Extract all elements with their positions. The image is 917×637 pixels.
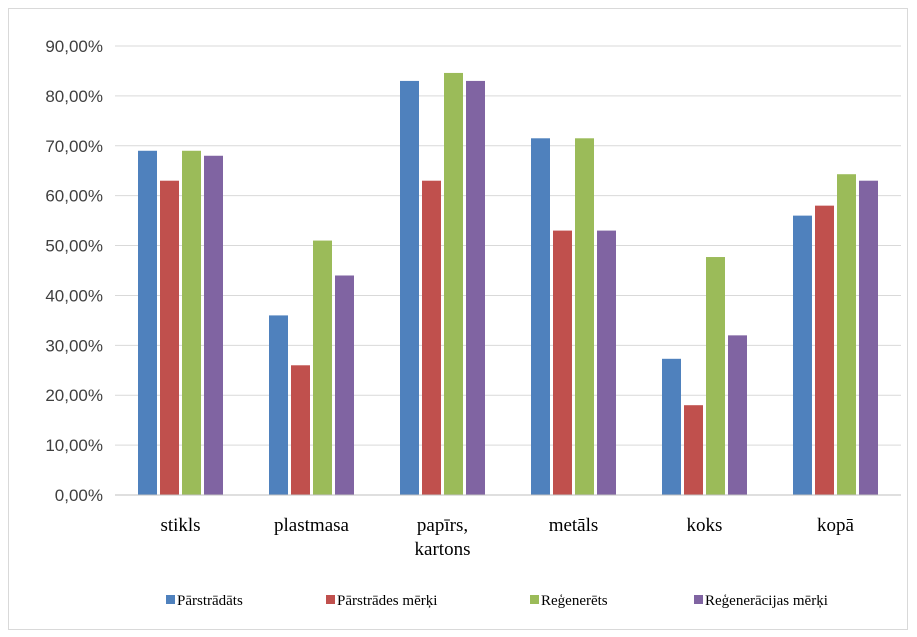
chart-frame: 0,00% 10,00% 20,00% 30,00% 40,00% 50,00% 60,00… <box>8 8 908 630</box>
bar <box>793 215 812 495</box>
bar <box>728 335 747 495</box>
bar <box>422 180 441 495</box>
y-tick-label: 0,00% <box>55 486 103 505</box>
bar <box>684 405 703 495</box>
y-tick-label: 60,00% <box>45 187 103 206</box>
bar <box>575 138 594 496</box>
y-tick-label: 90,00% <box>45 37 103 56</box>
bar <box>859 180 878 495</box>
legend-item: Pārstrādāts <box>166 593 243 609</box>
bar <box>269 315 288 495</box>
x-tick-label: stikls <box>160 515 200 536</box>
legend-item: Reģenerācijas mērķi <box>694 593 828 609</box>
bar <box>815 205 834 495</box>
bar <box>662 358 681 495</box>
y-tick-label: 80,00% <box>45 87 103 106</box>
legend-swatch <box>166 595 175 604</box>
legend-swatch <box>326 595 335 604</box>
bar <box>313 240 332 495</box>
bars <box>138 72 878 496</box>
bar <box>706 257 725 495</box>
bar <box>138 150 157 495</box>
bar <box>160 180 179 495</box>
legend-item: Reģenerēts <box>530 593 608 609</box>
bar-chart: 0,00% 10,00% 20,00% 30,00% 40,00% 50,00% 60,00… <box>45 37 901 609</box>
bar <box>291 365 310 495</box>
legend: Pārstrādāts Pārstrādes mērķi Reģenerēts Reģ… <box>166 593 828 609</box>
x-axis-ticks: stikls plastmasa papīrs, kartons metāls koks k… <box>160 515 854 560</box>
bar <box>553 230 572 496</box>
bar <box>466 80 485 495</box>
x-tick-label: papīrs, kartons <box>415 515 471 560</box>
bar <box>444 72 463 495</box>
x-tick-label: metāls <box>549 515 599 536</box>
bar <box>531 138 550 496</box>
legend-swatch <box>694 595 703 604</box>
legend-label: Reģenerācijas mērķi <box>705 593 828 609</box>
x-tick-label: kopā <box>817 515 855 536</box>
legend-item: Pārstrādes mērķi <box>326 593 437 609</box>
x-tick-label: koks <box>687 515 723 536</box>
y-tick-label: 20,00% <box>45 386 103 405</box>
bar <box>182 150 201 495</box>
y-tick-label: 30,00% <box>45 336 103 355</box>
legend-label: Pārstrādes mērķi <box>337 593 437 609</box>
legend-label: Pārstrādāts <box>177 593 243 609</box>
bar <box>597 230 616 496</box>
bar <box>400 80 419 495</box>
legend-label: Reģenerēts <box>541 593 608 609</box>
y-tick-label: 10,00% <box>45 436 103 455</box>
y-tick-label: 50,00% <box>45 237 103 256</box>
x-tick-label: plastmasa <box>274 515 349 536</box>
bar <box>335 275 354 495</box>
gridlines <box>115 45 901 446</box>
y-axis-ticks: 0,00% 10,00% 20,00% 30,00% 40,00% 50,00% 60,00… <box>45 37 103 505</box>
bar <box>837 174 856 495</box>
y-tick-label: 40,00% <box>45 286 103 305</box>
legend-swatch <box>530 595 539 604</box>
bar <box>204 155 223 495</box>
y-tick-label: 70,00% <box>45 137 103 156</box>
